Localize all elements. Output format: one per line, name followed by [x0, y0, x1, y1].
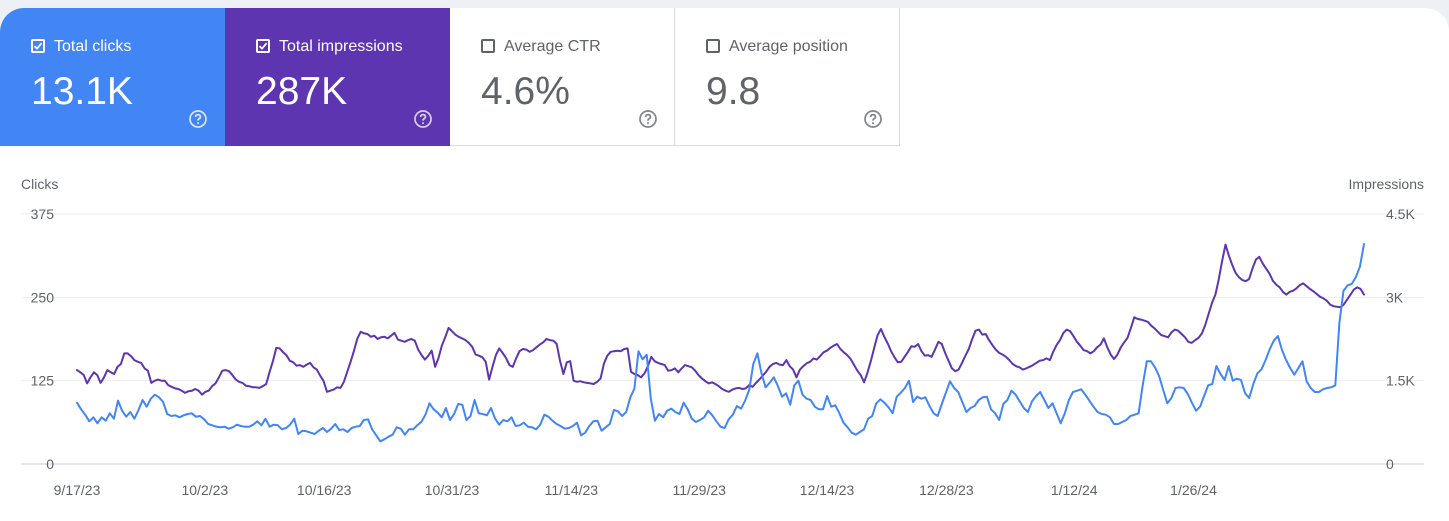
total-clicks-value: 13.1K: [31, 70, 133, 113]
total-impressions-card[interactable]: Total impressions 287K: [225, 8, 450, 146]
performance-panel: Total clicks 13.1K Total impressions 287…: [0, 8, 1449, 521]
checkbox-unchecked-icon[interactable]: [481, 39, 495, 53]
help-circle-icon[interactable]: [638, 109, 658, 129]
x-tick-label: 1/26/24: [1170, 482, 1217, 498]
chart-tick-labels: 0 125 250 375 0 1.5K 3K 4.5K 9/17/23 10/2/23 10/16…: [31, 206, 1416, 498]
average-position-value: 9.8: [706, 70, 761, 113]
average-ctr-label: Average CTR: [504, 38, 601, 55]
checkbox-checked-icon[interactable]: [256, 39, 270, 53]
help-circle-icon[interactable]: [863, 109, 883, 129]
checkbox-checked-icon[interactable]: [31, 39, 45, 53]
y-left-tick-label: 125: [31, 373, 55, 389]
total-impressions-value: 287K: [256, 70, 348, 113]
performance-line-chart: 0 125 250 375 0 1.5K 3K 4.5K 9/17/23 10/2/23 10/16…: [21, 176, 1424, 498]
y-axis-right-title: Impressions: [1349, 176, 1424, 192]
y-right-tick-label: 0: [1386, 456, 1394, 472]
average-ctr-card[interactable]: Average CTR 4.6%: [450, 8, 675, 146]
average-position-card[interactable]: Average position 9.8: [675, 8, 900, 146]
total-impressions-label: Total impressions: [279, 38, 403, 55]
chart-series: [76, 243, 1365, 443]
x-tick-label: 10/16/23: [297, 482, 352, 498]
x-tick-label: 11/14/23: [545, 482, 599, 498]
y-left-tick-label: 0: [46, 456, 54, 472]
help-circle-icon[interactable]: [188, 109, 208, 129]
x-tick-label: 1/12/24: [1051, 482, 1098, 498]
x-tick-label: 12/28/23: [919, 482, 974, 498]
total-clicks-card[interactable]: Total clicks 13.1K: [0, 8, 225, 146]
average-ctr-value: 4.6%: [481, 70, 570, 113]
chart-gridlines: [21, 213, 1424, 465]
total-clicks-label: Total clicks: [54, 38, 132, 55]
y-left-tick-label: 250: [31, 289, 55, 305]
x-tick-label: 10/2/23: [181, 482, 228, 498]
x-tick-label: 11/29/23: [672, 482, 726, 498]
metric-cards: Total clicks 13.1K Total impressions 287…: [0, 8, 900, 146]
y-axis-left-title: Clicks: [21, 176, 58, 192]
y-left-tick-label: 375: [31, 206, 55, 222]
y-right-tick-label: 3K: [1386, 289, 1404, 305]
x-tick-label: 12/14/23: [800, 482, 855, 498]
y-right-tick-label: 4.5K: [1386, 206, 1415, 222]
x-tick-label: 9/17/23: [54, 482, 101, 498]
help-circle-icon[interactable]: [413, 109, 433, 129]
impressions-series-line: [76, 243, 1365, 396]
checkbox-unchecked-icon[interactable]: [706, 39, 720, 53]
average-position-label: Average position: [729, 38, 848, 55]
y-right-tick-label: 1.5K: [1386, 373, 1415, 389]
clicks-series-line: [76, 243, 1365, 443]
x-tick-label: 10/31/23: [425, 482, 480, 498]
